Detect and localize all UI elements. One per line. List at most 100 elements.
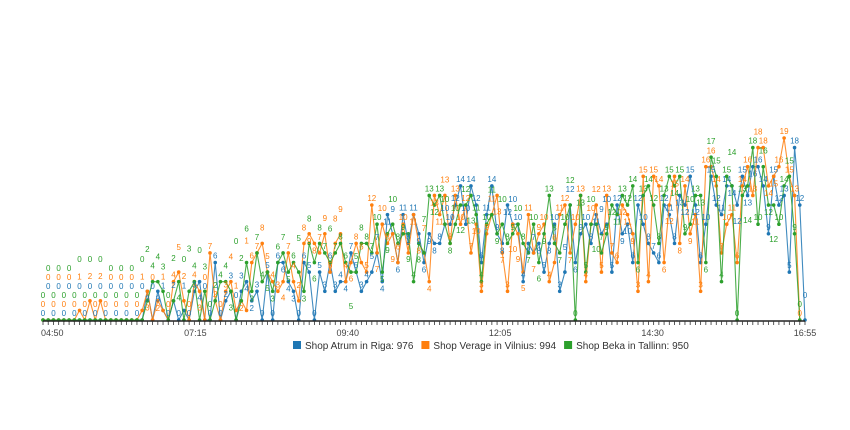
data-point[interactable] [213, 299, 218, 303]
data-point[interactable] [583, 279, 588, 284]
data-point[interactable] [578, 193, 583, 198]
data-point[interactable] [531, 222, 536, 227]
data-point[interactable] [432, 203, 437, 207]
data-point[interactable] [229, 279, 233, 284]
data-point[interactable] [422, 251, 426, 255]
data-point[interactable] [291, 289, 296, 294]
data-point[interactable] [792, 145, 797, 150]
data-point[interactable] [140, 308, 144, 313]
data-point[interactable] [625, 222, 630, 227]
data-point[interactable] [359, 241, 364, 246]
data-point[interactable] [223, 299, 228, 303]
data-point[interactable] [317, 251, 322, 255]
data-point[interactable] [411, 212, 416, 217]
data-point[interactable] [302, 241, 306, 246]
data-point[interactable] [484, 212, 489, 217]
data-point[interactable] [516, 231, 520, 236]
data-point[interactable] [704, 164, 708, 169]
data-point[interactable] [657, 241, 661, 246]
data-point[interactable] [526, 212, 531, 217]
data-point[interactable] [599, 270, 604, 274]
data-point[interactable] [448, 241, 452, 246]
data-point[interactable] [510, 222, 515, 227]
data-point[interactable] [270, 279, 275, 284]
data-point[interactable] [453, 222, 458, 227]
data-point[interactable] [777, 203, 781, 207]
data-point[interactable] [583, 222, 588, 227]
data-point[interactable] [156, 299, 160, 303]
data-point[interactable] [521, 241, 525, 246]
data-point[interactable] [338, 279, 343, 284]
data-point[interactable] [573, 222, 578, 227]
data-point[interactable] [323, 231, 327, 236]
data-point[interactable] [171, 279, 176, 284]
data-point[interactable] [672, 184, 677, 188]
data-point[interactable] [443, 222, 447, 227]
data-point[interactable] [641, 193, 646, 198]
data-point[interactable] [202, 289, 207, 294]
data-point[interactable] [385, 231, 390, 236]
data-point[interactable] [479, 289, 484, 294]
data-point[interactable] [432, 241, 437, 246]
data-point[interactable] [364, 279, 369, 284]
data-point[interactable] [547, 279, 552, 284]
data-point[interactable] [437, 241, 442, 246]
data-point[interactable] [390, 222, 395, 227]
data-point[interactable] [453, 193, 458, 198]
data-point[interactable] [615, 212, 619, 217]
data-point[interactable] [521, 279, 525, 284]
legend-item-1[interactable]: Shop Verage in Vilnius: 994 [421, 341, 557, 352]
data-point[interactable] [516, 222, 520, 227]
data-point[interactable] [458, 184, 463, 188]
data-point[interactable] [354, 241, 358, 246]
data-point[interactable] [422, 260, 426, 265]
data-point[interactable] [469, 251, 473, 255]
data-point[interactable] [657, 260, 661, 265]
data-point[interactable] [401, 222, 405, 227]
data-point[interactable] [510, 231, 515, 236]
data-point[interactable] [406, 231, 411, 236]
data-point[interactable] [396, 260, 400, 265]
data-point[interactable] [651, 174, 656, 179]
data-point[interactable] [187, 289, 191, 294]
data-point[interactable] [416, 231, 421, 236]
data-point[interactable] [343, 279, 348, 284]
data-point[interactable] [756, 145, 760, 150]
data-point[interactable] [766, 231, 771, 236]
data-point[interactable] [364, 241, 369, 246]
data-point[interactable] [630, 260, 635, 265]
data-point[interactable] [683, 231, 687, 236]
data-point[interactable] [704, 260, 708, 265]
data-point[interactable] [255, 251, 259, 255]
data-point[interactable] [578, 231, 583, 236]
data-point[interactable] [505, 203, 510, 207]
data-point[interactable] [745, 184, 750, 188]
data-point[interactable] [719, 279, 724, 284]
data-point[interactable] [359, 289, 364, 294]
data-point[interactable] [620, 231, 625, 236]
data-point[interactable] [735, 203, 739, 207]
data-point[interactable] [176, 270, 181, 274]
data-point[interactable] [286, 279, 291, 284]
data-point[interactable] [427, 279, 432, 284]
data-point[interactable] [646, 184, 651, 188]
data-point[interactable] [474, 212, 478, 217]
data-point[interactable] [291, 279, 296, 284]
data-point[interactable] [281, 279, 285, 284]
data-point[interactable] [323, 289, 327, 294]
data-point[interactable] [646, 279, 651, 284]
data-point[interactable] [296, 299, 301, 303]
data-point[interactable] [604, 193, 609, 198]
data-point[interactable] [557, 251, 562, 255]
data-point[interactable] [249, 260, 254, 265]
data-point[interactable] [176, 279, 181, 284]
data-point[interactable] [338, 231, 343, 236]
data-point[interactable] [484, 222, 489, 227]
data-point[interactable] [218, 279, 223, 284]
data-point[interactable] [787, 174, 792, 179]
data-point[interactable] [145, 289, 150, 294]
data-point[interactable] [505, 289, 510, 294]
data-point[interactable] [286, 270, 291, 274]
data-point[interactable] [270, 289, 275, 294]
data-point[interactable] [333, 241, 338, 246]
